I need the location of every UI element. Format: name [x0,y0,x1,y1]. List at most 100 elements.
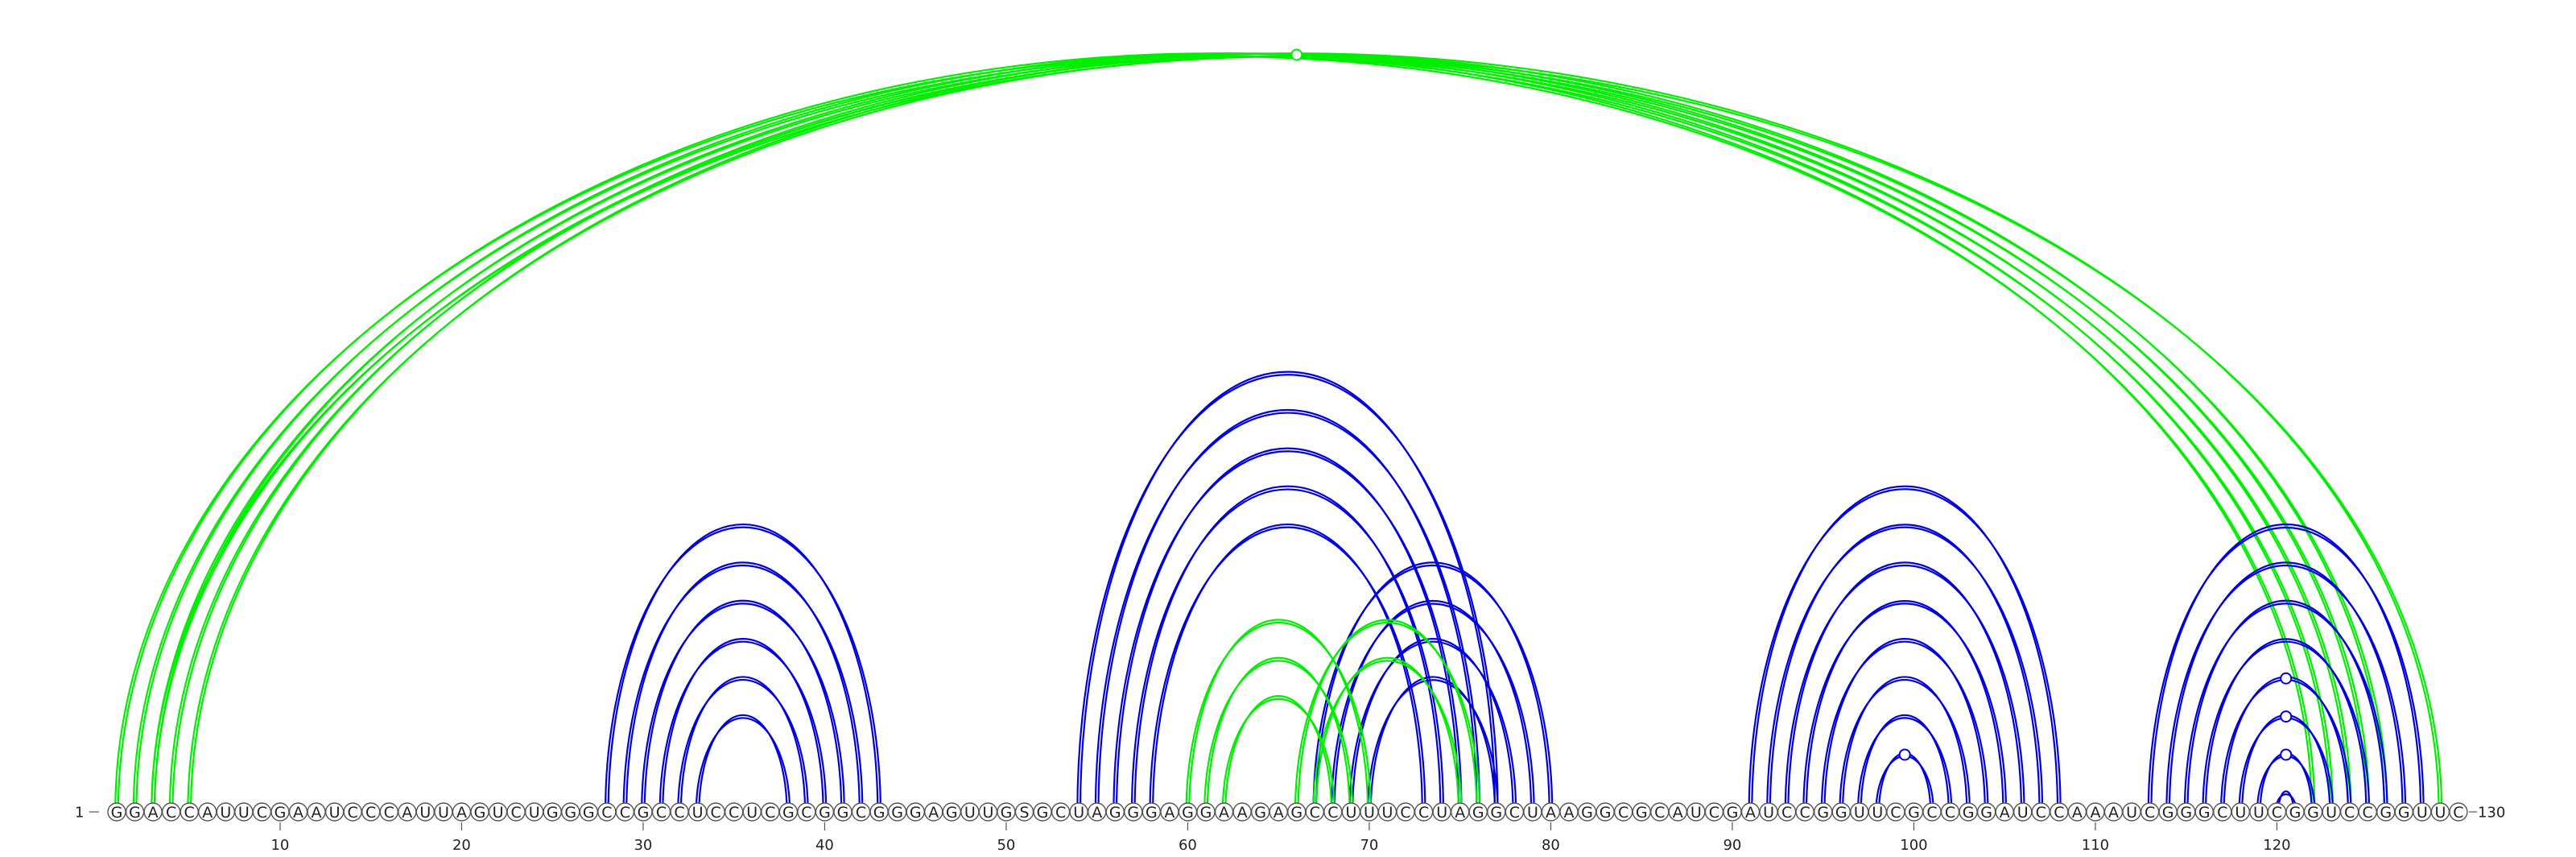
nucleotide-circle [2449,802,2468,822]
nucleotide-letter: G [638,804,650,822]
arc-94-105 [1802,602,2008,813]
nucleotide-letter: C [711,804,721,822]
nucleotide-letter: G [2162,804,2174,822]
nucleotide-letter: C [2453,804,2463,822]
arc-1-122 [117,52,2313,813]
arc-30-41 [643,599,843,813]
nucleotide-letter: C [1509,804,1520,822]
pair-markers [1290,48,2293,761]
arc-55-76 [1097,408,1478,813]
arc-119-122 [2256,755,2316,813]
nucleotide-letter: U [220,804,231,822]
nucleotide-letter: U [1527,804,1538,822]
nucleotide-letter: G [1200,804,1212,822]
nucleotide-letter: C [1418,804,1429,822]
nucleotide-letter: S [1019,804,1029,822]
nucleotide-letter: G [583,804,595,822]
nucleotide-letter: G [1980,804,1992,822]
nucleotide-letter: G [1254,804,1266,822]
arc-98-101 [1878,752,1932,813]
arc-118-123 [2238,717,2334,813]
tick-label: 70 [1360,837,1378,854]
arc-98-101 [1875,755,1934,813]
arc-113-128 [2150,523,2422,813]
nucleotide-letter: A [1274,804,1284,822]
nucleotide-letter: A [1455,804,1465,822]
nucleotide-letter: U [1382,804,1393,822]
nucleotide-letter: G [782,804,795,822]
nucleotide-letter: U [438,804,449,822]
arc-3-124 [153,52,2349,813]
arc-55-76 [1094,412,1481,813]
tick-label: 100 [1900,837,1927,854]
arc-3-129 [153,52,2440,813]
arc-114-127 [2165,564,2407,813]
arc-3-124 [151,55,2352,813]
nucleotide-letter: U [1436,804,1447,822]
arc-91-108 [1748,488,2062,813]
tick-label: 50 [997,837,1015,854]
nucleotide-letter: C [2272,804,2282,822]
nucleotide-letter: C [674,804,684,822]
nucleotide-letter: G [2198,804,2211,822]
arc-54-77 [1079,371,1496,813]
nucleotide-letter: C [1310,804,1320,822]
arc-70-77 [1367,679,1499,813]
nucleotide-letter: G [547,804,559,822]
nucleotide-letter: C [2145,804,2155,822]
arc-61-69 [1203,660,1354,813]
nucleotide-letter: U [692,804,704,822]
nucleotide-letter: U [1763,804,1774,822]
nucleotide-letter: G [837,804,849,822]
tick-label: 40 [815,837,834,854]
nucleotide-letter: C [729,804,739,822]
arc-97-102 [1860,714,1950,813]
arc-66-76 [1297,619,1478,813]
nucleotide-letter: U [493,804,504,822]
nucleotide-letter: A [402,804,412,822]
nucleotide-letter: C [2363,804,2373,822]
arc-67-80 [1315,561,1550,813]
tick-label: 10 [270,837,289,854]
base-pair-arcs [114,52,2443,813]
arc-92-107 [1766,526,2044,813]
tick-label: 120 [2263,837,2290,854]
arc-29-42 [622,564,864,813]
nucleotide-letter: G [1908,804,1920,822]
nucleotide-letter: C [1327,804,1338,822]
nucleotide-letter: G [1146,804,1158,822]
nucleotide-letter: C [1926,804,1937,822]
nucleotide-letter: U [1345,804,1356,822]
nucleotide-letter: U [419,804,431,822]
nucleotide-letter: U [2235,804,2246,822]
nucleotide-letter: U [964,804,976,822]
arc-2-123 [135,52,2331,813]
arc-56-75 [1115,447,1459,813]
position-axis: 10 20 30 40 50 60 70 80 90 100 110 120 [270,822,2291,854]
pair-marker-118-123 [2280,710,2293,723]
arc-92-107 [1769,523,2041,813]
arc-91-108 [1751,485,2059,813]
nucleotide-letter: G [2398,804,2410,822]
arc-58-73 [1149,526,1426,813]
nucleotide-letter: C [656,804,667,822]
nucleotide-letter: C [2054,804,2064,822]
nucleotide-letter: U [529,804,540,822]
nucleotide-letter: G [1290,804,1302,822]
pair-marker-119-122 [2280,748,2293,761]
nucleotide-letter: G [2180,804,2192,822]
arc-96-103 [1841,676,1968,813]
arc-60-70 [1185,621,1372,813]
nucleotide-letter: A [1237,804,1248,822]
arc-116-125 [2204,638,2368,813]
nucleotide-letter: G [1490,804,1502,822]
nucleotide-letter: C [365,804,376,822]
nucleotide-letter: A [1219,804,1229,822]
nucleotide-letter: G [1963,804,1975,822]
arc-93-106 [1787,561,2023,813]
nucleotide-letter: C [1800,804,1810,822]
nucleotide-letter: U [1854,804,1865,822]
nucleotide-letter: C [510,804,521,822]
nucleotide-letter: G [474,804,486,822]
